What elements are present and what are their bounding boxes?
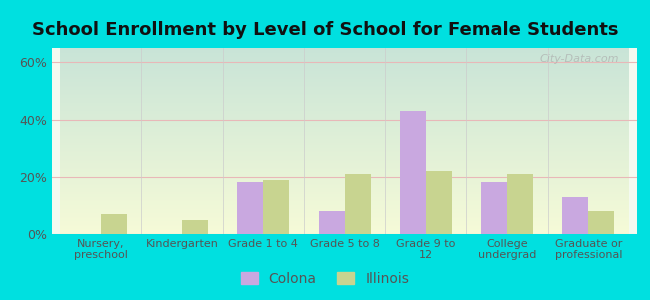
Text: School Enrollment by Level of School for Female Students: School Enrollment by Level of School for… [32, 21, 618, 39]
Bar [588, 211, 614, 234]
Bar [426, 171, 452, 234]
Bar [562, 197, 588, 234]
Bar [507, 174, 533, 234]
Bar [344, 174, 370, 234]
Bar [237, 182, 263, 234]
Bar [481, 182, 507, 234]
Bar [182, 220, 208, 234]
Bar [263, 180, 289, 234]
Legend: Colona, Illinois: Colona, Illinois [237, 268, 413, 290]
Bar [400, 111, 426, 234]
Text: City-Data.com: City-Data.com [540, 54, 619, 64]
Bar [318, 211, 344, 234]
Bar [101, 214, 127, 234]
